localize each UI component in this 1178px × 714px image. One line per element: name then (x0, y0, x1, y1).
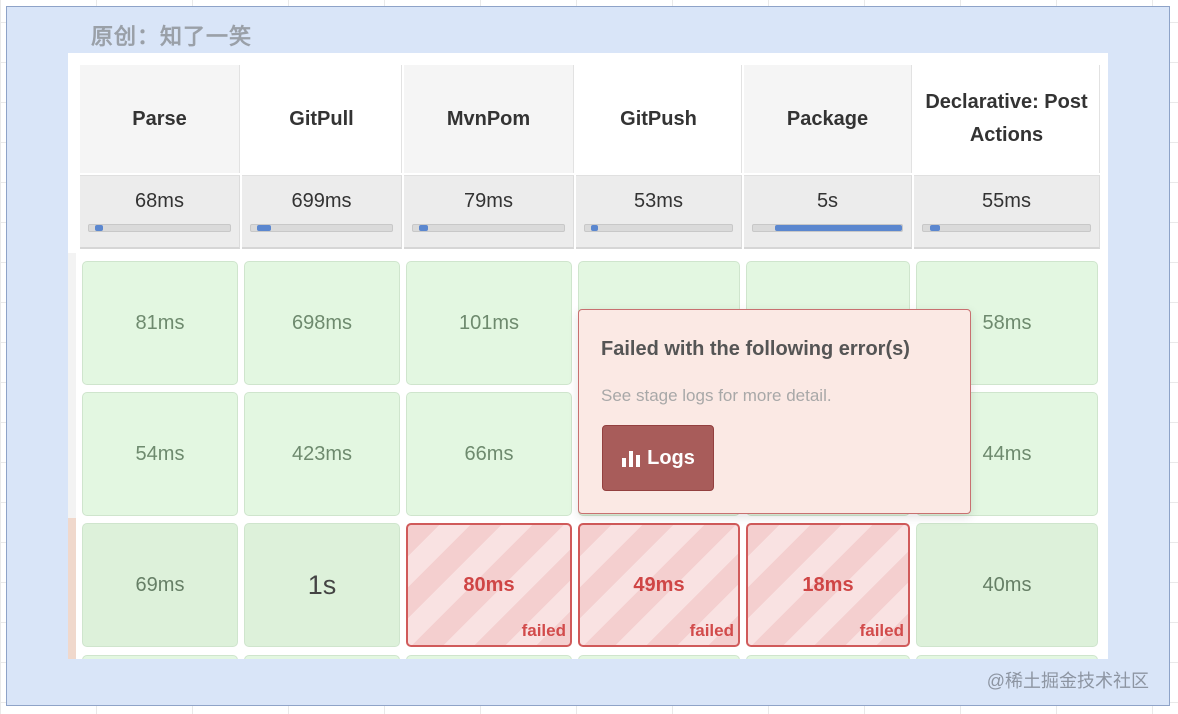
duration-progress-fill (929, 225, 940, 231)
stage-cell-partial (746, 655, 910, 659)
average-duration: 79ms (464, 190, 513, 212)
duration-progress-fill (256, 225, 271, 231)
author-watermark: 原创：知了一笑 (91, 24, 253, 49)
stage-cell-duration: 698ms (291, 311, 353, 334)
stage-average-parse: 68ms (80, 175, 240, 249)
failed-label: failed (689, 621, 734, 640)
stage-cell[interactable]: 101ms (406, 261, 572, 385)
failed-label: failed (521, 621, 566, 640)
stage-cell-duration: 49ms (633, 573, 685, 596)
stage-cell[interactable]: 18ms failed (746, 523, 910, 647)
stage-cell-partial (82, 655, 238, 659)
average-duration: 53ms (634, 190, 683, 212)
stage-cell-partial (244, 655, 400, 659)
duration-progress-bar (412, 224, 565, 232)
stage-cell-partial (578, 655, 740, 659)
stage-average-declarative-post-actions: 55ms (914, 175, 1100, 249)
stage-cell-duration: 80ms (463, 573, 515, 596)
stage-average-package: 5s (744, 175, 912, 249)
error-popover: Failed with the following error(s) See s… (578, 309, 971, 514)
stage-cell-duration: 66ms (464, 442, 514, 465)
stage-average-mvnpom: 79ms (404, 175, 574, 249)
duration-progress-bar (752, 224, 903, 232)
stage-cell-duration: 69ms (135, 573, 185, 596)
stage-header-mvnpom: MvnPom (404, 65, 574, 173)
site-watermark: @稀土掘金技术社区 (986, 671, 1149, 691)
average-duration: 68ms (135, 190, 184, 212)
stage-cell[interactable]: 80ms failed (406, 523, 572, 647)
average-duration: 699ms (291, 190, 352, 212)
stage-cell-duration: 54ms (135, 442, 185, 465)
logs-button-label: Logs (647, 446, 695, 469)
stage-header-gitpull: GitPull (242, 65, 402, 173)
duration-progress-fill (775, 225, 902, 231)
stage-cell-duration: 44ms (982, 442, 1032, 465)
stage-cell-duration: 423ms (291, 442, 353, 465)
failed-label: failed (859, 621, 904, 640)
duration-progress-fill (94, 225, 104, 231)
duration-progress-fill (419, 225, 429, 231)
duration-progress-bar (250, 224, 393, 232)
average-duration: 55ms (982, 190, 1031, 212)
stage-cell[interactable]: 54ms (82, 392, 238, 516)
jenkins-stage-view: Parse 68ms GitPull 699ms MvnPom 79ms GitPush 53… (68, 53, 1108, 659)
duration-progress-bar (584, 224, 733, 232)
logs-button[interactable]: Logs (602, 425, 714, 491)
stage-average-gitpull: 699ms (242, 175, 402, 249)
duration-progress-bar (88, 224, 231, 232)
stage-cell[interactable]: 40ms (916, 523, 1098, 647)
popover-detail: See stage logs for more detail. (601, 386, 832, 405)
stage-average-gitpush: 53ms (576, 175, 742, 249)
stage-cell[interactable]: 69ms (82, 523, 238, 647)
stage-header-parse: Parse (80, 65, 240, 173)
stage-header-gitpush: GitPush (576, 65, 742, 173)
stage-cell-duration: 18ms (802, 573, 854, 596)
stage-header-package: Package (744, 65, 912, 173)
stage-cell-partial (916, 655, 1098, 659)
stage-cell-duration: 58ms (982, 311, 1032, 334)
stage-cell-duration: 40ms (982, 573, 1032, 596)
stage-cell[interactable]: 66ms (406, 392, 572, 516)
average-duration: 5s (816, 190, 839, 212)
stage-header-declarative-post-actions: Declarative: Post Actions (914, 65, 1100, 173)
stage-cell-partial (406, 655, 572, 659)
stage-cell[interactable]: 1s (244, 523, 400, 647)
stage-cell-duration: 1s (307, 569, 337, 600)
build-history-strip (68, 253, 76, 659)
duration-progress-fill (590, 225, 599, 231)
stage-cell[interactable]: 698ms (244, 261, 400, 385)
stage-cell-duration: 101ms (458, 311, 520, 334)
duration-progress-bar (922, 224, 1091, 232)
stage-cell[interactable]: 49ms failed (578, 523, 740, 647)
stage-cell-duration: 81ms (135, 311, 185, 334)
stage-cell[interactable]: 423ms (244, 392, 400, 516)
stage-cell[interactable]: 81ms (82, 261, 238, 385)
bar-chart-icon (622, 451, 641, 467)
popover-title: Failed with the following error(s) (601, 338, 910, 360)
